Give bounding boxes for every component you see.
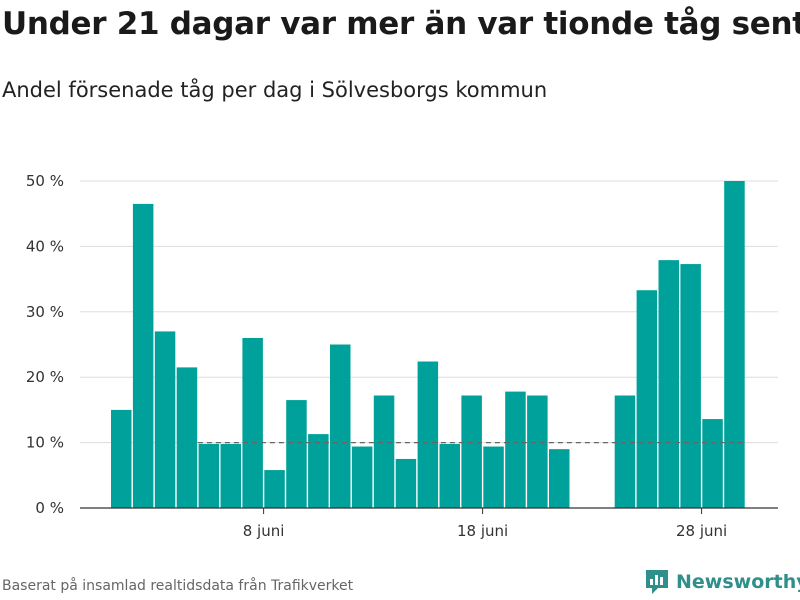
bar [439, 443, 460, 508]
brand-logo[interactable]: Newsworthy [644, 568, 800, 596]
bar [527, 395, 548, 508]
bar [176, 367, 198, 508]
source-note: Baserat på insamlad realtidsdata från Tr… [2, 578, 354, 594]
newsworthy-logo-icon [646, 570, 668, 594]
bar [373, 395, 395, 508]
y-tick-label: 50 % [26, 172, 64, 190]
bar [286, 400, 307, 508]
brand-name: Newsworthy [676, 571, 800, 593]
bar [658, 260, 679, 508]
y-tick-label: 0 % [35, 499, 64, 517]
bar [308, 434, 329, 508]
bar [461, 395, 482, 508]
x-tick-label: 28 juni [676, 522, 727, 540]
bar [614, 395, 636, 508]
bar [330, 344, 351, 508]
chart-title: Under 21 dagar var mer än var tionde tåg… [2, 6, 800, 42]
bar [111, 409, 132, 508]
bar [154, 331, 176, 508]
x-tick-label: 8 juni [243, 522, 285, 540]
y-tick-label: 20 % [26, 368, 64, 386]
y-tick-label: 30 % [26, 303, 64, 321]
x-tick-label: 18 juni [457, 522, 508, 540]
bar [702, 419, 723, 508]
bar [724, 181, 745, 508]
bar [351, 446, 373, 508]
chart-subtitle: Andel försenade tåg per dag i Sölvesborg… [2, 78, 548, 102]
bar [132, 203, 154, 508]
bar [242, 337, 263, 508]
bar [483, 446, 504, 508]
bar [395, 458, 417, 508]
bar [220, 443, 241, 508]
y-tick-label: 40 % [26, 237, 64, 255]
y-tick-label: 10 % [26, 434, 64, 452]
bar [417, 361, 439, 508]
bar [264, 470, 285, 508]
bar [549, 449, 570, 508]
bar [198, 443, 220, 508]
bar [636, 290, 658, 508]
bar [680, 264, 701, 508]
bar [505, 391, 526, 508]
